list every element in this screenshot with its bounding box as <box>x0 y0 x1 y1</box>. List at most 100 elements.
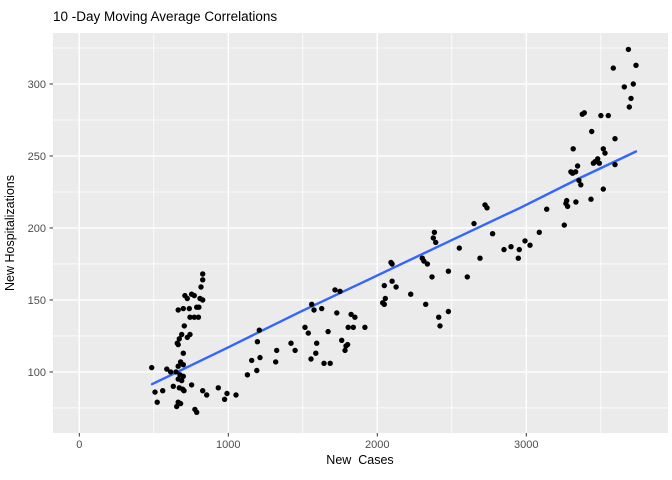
data-point <box>630 81 636 87</box>
data-point <box>177 400 184 407</box>
data-point <box>564 203 571 210</box>
data-point <box>175 363 181 369</box>
data-point <box>445 268 452 274</box>
data-point <box>149 364 155 371</box>
data-point <box>527 242 533 248</box>
data-point <box>339 337 345 343</box>
data-point <box>570 146 576 152</box>
data-point <box>196 304 202 310</box>
axis-ticks: 0 1000 2000 3000 100 150 200 250 300 <box>28 79 539 451</box>
data-point <box>321 360 327 366</box>
data-point <box>436 314 442 320</box>
y-axis-title: New Hospitalizations <box>3 175 17 291</box>
data-point <box>596 160 602 166</box>
data-point <box>160 388 166 394</box>
data-point <box>327 360 333 366</box>
data-point <box>191 314 197 320</box>
data-point <box>633 62 639 68</box>
data-point <box>433 239 439 246</box>
data-point <box>429 274 435 280</box>
data-point <box>167 369 174 375</box>
data-point <box>574 163 581 169</box>
data-point <box>273 359 279 365</box>
data-point <box>381 282 387 289</box>
data-point <box>393 284 399 290</box>
data-point <box>180 305 186 312</box>
y-tick-label: 100 <box>28 367 46 379</box>
data-point <box>381 301 387 307</box>
major-gridlines <box>53 33 668 433</box>
y-tick-label: 200 <box>28 223 46 235</box>
data-point <box>254 339 261 345</box>
data-point <box>200 277 206 283</box>
data-point <box>176 336 182 342</box>
data-point <box>257 354 263 361</box>
data-point <box>437 323 443 329</box>
data-point <box>152 389 158 395</box>
plot-panel <box>53 33 668 433</box>
data-point <box>424 261 431 267</box>
data-point <box>254 367 260 374</box>
data-point <box>489 231 496 237</box>
data-point <box>191 292 197 299</box>
data-point <box>423 301 429 307</box>
data-point <box>174 403 180 410</box>
data-point <box>309 301 315 307</box>
data-point <box>595 156 601 162</box>
data-point <box>430 235 436 241</box>
data-point <box>221 396 228 402</box>
data-point <box>274 347 280 354</box>
data-point <box>249 357 255 364</box>
data-point <box>256 327 262 333</box>
data-point <box>186 305 192 312</box>
data-point <box>170 383 176 389</box>
data-point <box>244 372 251 378</box>
data-point <box>164 366 170 372</box>
data-point <box>342 347 348 354</box>
y-tick-label: 250 <box>28 151 46 163</box>
data-point <box>314 340 320 346</box>
data-point <box>344 341 351 348</box>
data-point <box>628 95 634 102</box>
data-point <box>600 186 606 192</box>
data-point <box>362 324 368 330</box>
data-point <box>175 341 181 348</box>
data-point <box>445 308 452 315</box>
data-point <box>605 112 611 119</box>
data-point <box>348 311 354 318</box>
data-point <box>188 382 195 388</box>
data-point <box>589 128 595 135</box>
data-point <box>626 104 632 110</box>
data-point <box>313 350 319 356</box>
smooth-trend-line <box>150 150 638 386</box>
data-point <box>195 314 202 320</box>
x-tick-label: 2000 <box>365 439 389 451</box>
data-point <box>200 297 206 303</box>
data-point <box>508 244 514 250</box>
data-point <box>179 377 185 384</box>
x-tick-label: 3000 <box>514 439 538 451</box>
data-point <box>389 261 395 267</box>
data-point <box>224 390 230 397</box>
data-point <box>345 324 351 330</box>
data-point <box>180 362 186 368</box>
data-point <box>204 392 210 398</box>
scatter-points <box>149 46 639 415</box>
data-point <box>536 229 542 235</box>
data-point <box>181 323 187 329</box>
x-tick-label: 0 <box>76 439 82 451</box>
data-point <box>319 305 325 312</box>
data-point <box>612 161 618 168</box>
data-point <box>308 356 314 362</box>
minor-gridlines <box>53 33 668 433</box>
data-point <box>456 245 462 251</box>
data-point <box>471 220 477 227</box>
data-point <box>198 284 204 290</box>
data-point <box>175 307 181 313</box>
data-point <box>564 197 570 204</box>
data-point <box>515 255 521 261</box>
data-point <box>337 288 343 294</box>
data-point <box>621 84 627 90</box>
data-point <box>610 65 616 71</box>
